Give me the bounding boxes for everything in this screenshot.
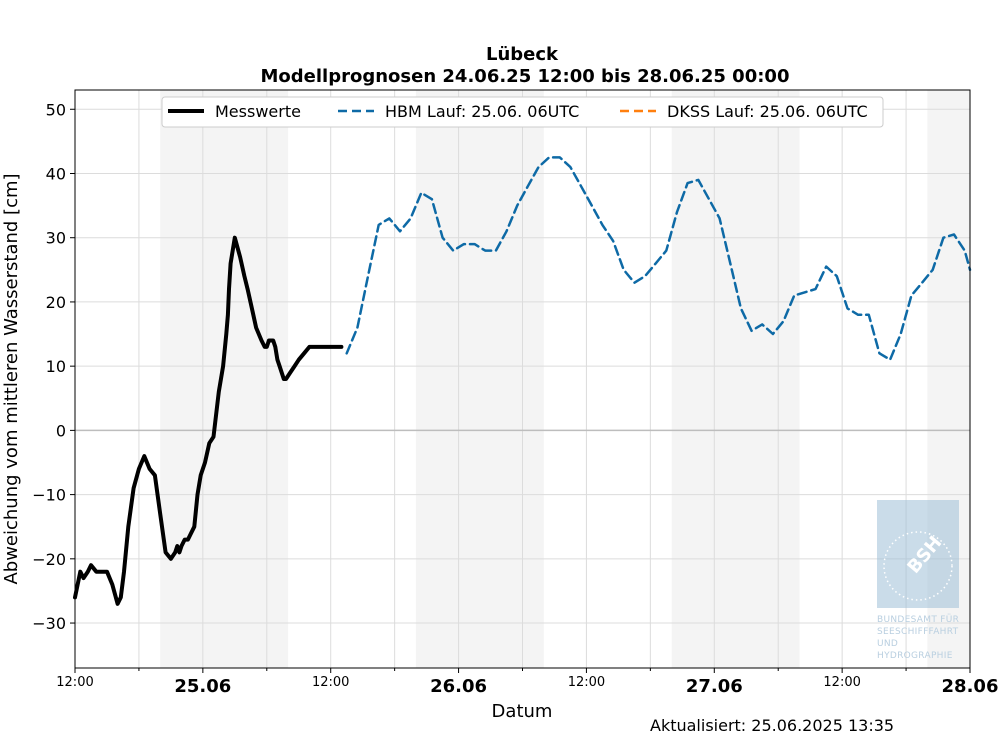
y-tick-label: 20 — [46, 293, 66, 312]
y-axis-ticks: −30 −20 −10 0 10 20 30 40 50 — [32, 100, 75, 633]
y-tick-label: −30 — [32, 614, 66, 633]
x-tick-label: 28.06 — [942, 676, 999, 697]
legend-label-0: Messwerte — [215, 102, 301, 121]
logo-text-line: HYDROGRAPHIE — [877, 651, 953, 661]
legend-label-2: DKSS Lauf: 25.06. 06UTC — [667, 102, 868, 121]
y-axis-label: Abweichung vom mittleren Wasserstand [cm… — [1, 173, 22, 584]
x-tick-label: 12:00 — [823, 675, 860, 690]
logo-text-line: SEESCHIFFFAHRT — [877, 627, 959, 637]
legend-box — [161, 96, 884, 128]
chart-subtitle: Modellprognosen 24.06.25 12:00 bis 28.06… — [261, 66, 790, 87]
x-axis-ticks: 12:00 25.06 12:00 26.06 12:00 27.06 12:00 28.06 — [56, 668, 998, 697]
y-tick-label: −10 — [32, 486, 66, 505]
y-tick-label: 0 — [56, 421, 66, 440]
logo-text-line: BUNDESAMT FÜR — [877, 614, 959, 625]
legend: Messwerte HBM Lauf: 25.06. 06UTC DKSS Lauf… — [161, 96, 884, 128]
updated-timestamp: Aktualisiert: 25.06.2025 13:35 — [650, 716, 894, 735]
y-tick-label: 40 — [46, 164, 66, 183]
night-band-0 — [160, 90, 289, 668]
y-tick-label: 10 — [46, 357, 66, 376]
x-tick-label: 27.06 — [686, 676, 743, 697]
series-line-1 — [345, 156, 972, 361]
x-tick-label: 26.06 — [430, 676, 487, 697]
x-tick-label: 12:00 — [312, 675, 349, 690]
y-tick-label: 50 — [46, 100, 66, 119]
series-line-0 — [73, 235, 344, 606]
logo-ring — [883, 531, 953, 601]
series-lines — [73, 156, 972, 606]
y-tick-label: 30 — [46, 229, 66, 248]
night-band-2 — [671, 90, 800, 668]
x-tick-label: 12:00 — [568, 675, 605, 690]
x-tick-label: 25.06 — [174, 676, 231, 697]
logo-text-line: UND — [877, 639, 898, 649]
x-axis-label: Datum — [492, 701, 553, 722]
night-band-1 — [415, 90, 544, 668]
legend-label-1: HBM Lauf: 25.06. 06UTC — [385, 102, 579, 121]
y-tick-label: −20 — [32, 550, 66, 569]
grid — [75, 90, 970, 668]
chart-title: Lübeck — [486, 44, 559, 65]
logo-box — [877, 500, 959, 608]
x-tick-label: 12:00 — [56, 675, 93, 690]
